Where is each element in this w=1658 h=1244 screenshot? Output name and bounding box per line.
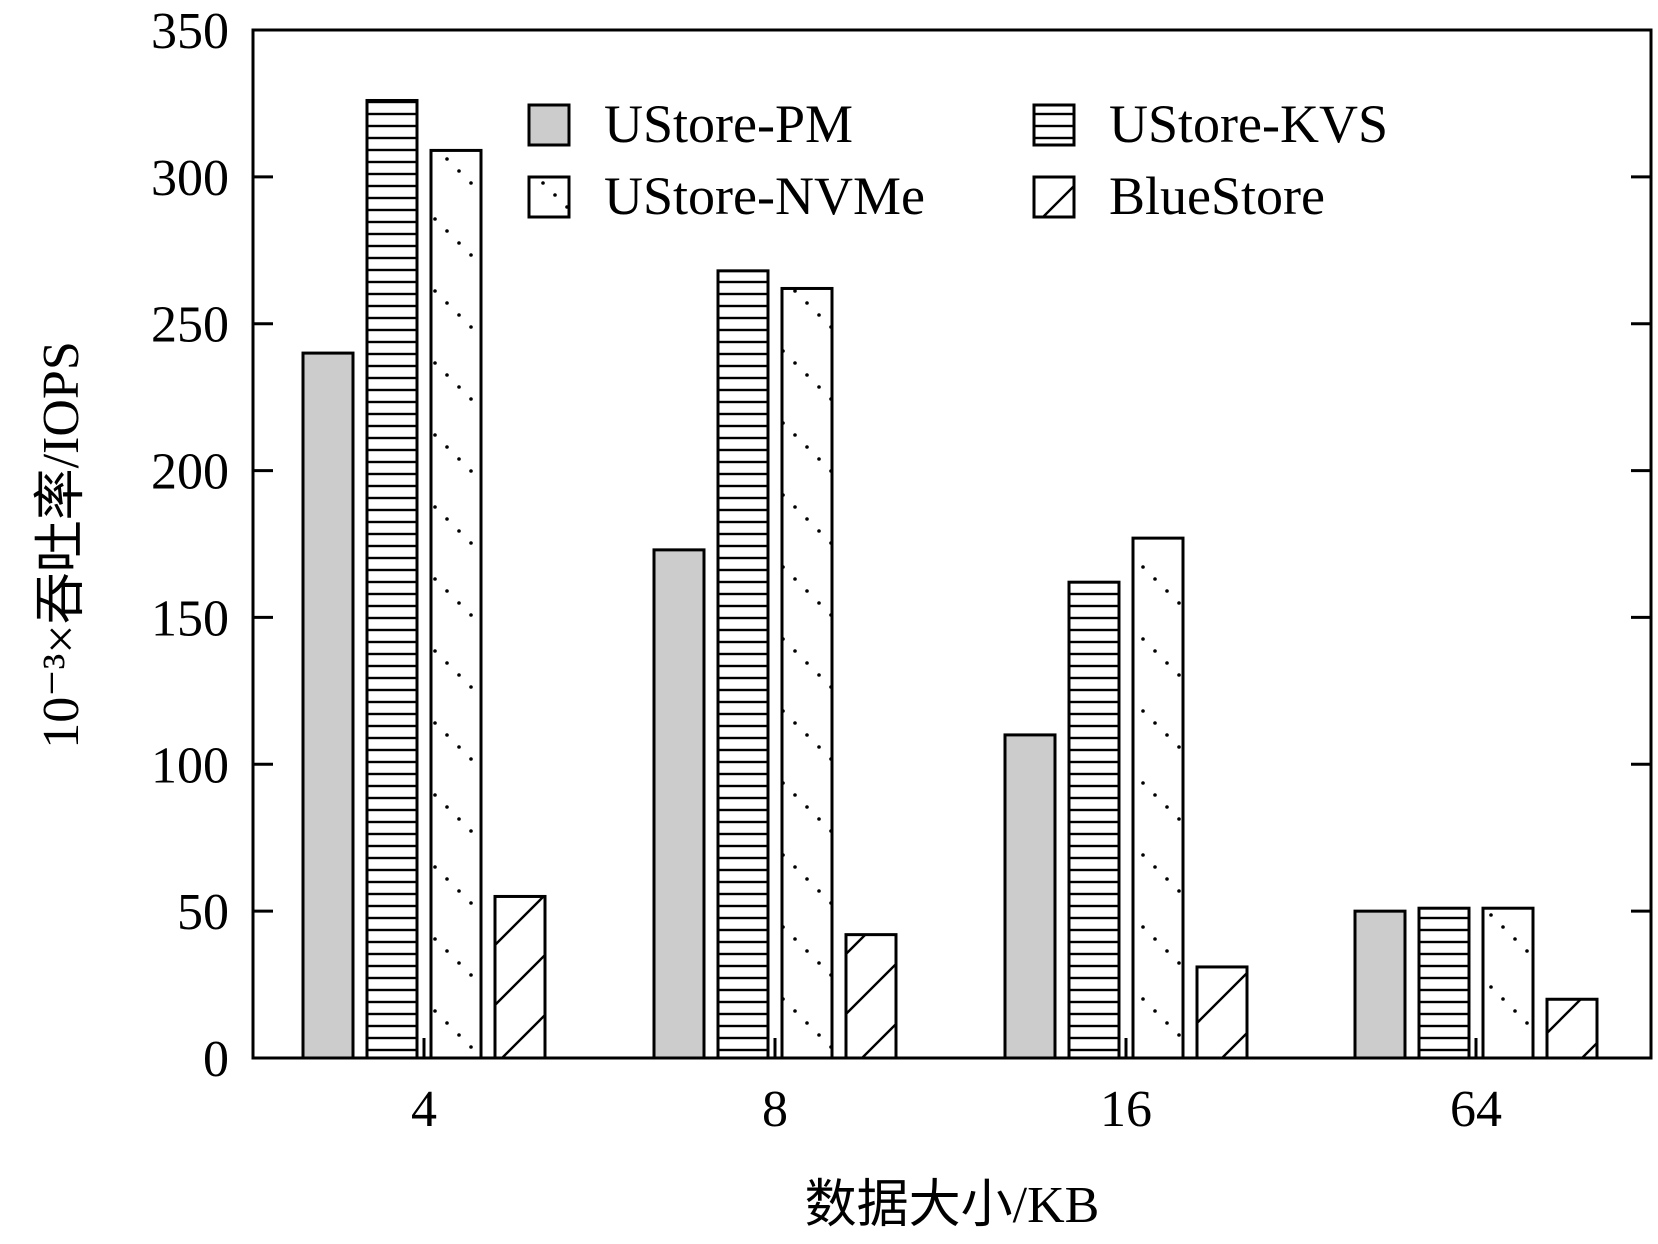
y-tick-label: 300 [151, 150, 229, 207]
bar-ustore-nvme-4 [429, 148, 483, 1060]
x-axis: 4 8 16 64 [411, 1038, 1502, 1138]
y-tick-label: 50 [177, 884, 229, 941]
bar-ustore-kvs-4 [365, 98, 419, 1060]
legend-swatch-ustore-kvs [1032, 103, 1076, 147]
bar-ustore-nvme-8 [780, 286, 834, 1060]
y-axis-title: 10⁻³×吞吐率/IOPS [33, 341, 90, 749]
y-axis: 0 50 100 150 200 250 300 350 [151, 3, 1651, 1088]
x-axis-title: 数据大小/KB [805, 1177, 1100, 1234]
y-tick-label: 350 [151, 3, 229, 60]
bar-ustore-pm-8 [652, 548, 706, 1060]
legend-label-ustore-nvme: UStore-NVMe [604, 166, 925, 226]
x-tick-label: 4 [411, 1081, 437, 1138]
x-tick-label: 8 [762, 1081, 788, 1138]
legend-label-ustore-kvs: UStore-KVS [1109, 94, 1388, 154]
y-tick-label: 100 [151, 737, 229, 794]
bar-ustore-pm-16 [1003, 733, 1057, 1060]
plot-frame [251, 28, 1653, 1060]
legend-swatch-ustore-pm [527, 103, 571, 147]
x-tick-label: 16 [1100, 1081, 1152, 1138]
bars-group [301, 98, 1599, 1060]
legend: UStore-PM UStore-KVS UStore-NVMe BlueStore [527, 94, 1388, 226]
bar-ustore-kvs-16 [1067, 580, 1121, 1060]
x-tick-label: 64 [1450, 1081, 1502, 1138]
legend-label-ustore-pm: UStore-PM [604, 94, 853, 154]
y-tick-label: 250 [151, 297, 229, 354]
y-tick-label: 200 [151, 444, 229, 501]
legend-label-bluestore: BlueStore [1109, 166, 1325, 226]
bar-ustore-kvs-8 [716, 269, 770, 1060]
bar-ustore-nvme-64 [1481, 906, 1535, 1060]
bar-ustore-pm-64 [1353, 909, 1407, 1060]
bar-bluestore-4 [493, 894, 547, 1060]
y-tick-label: 150 [151, 590, 229, 647]
y-tick-label: 0 [203, 1031, 229, 1088]
bar-ustore-nvme-16 [1131, 536, 1185, 1060]
bar-ustore-pm-4 [301, 351, 355, 1060]
legend-swatch-ustore-nvme [527, 175, 571, 219]
bar-bluestore-16 [1195, 965, 1249, 1060]
bar-ustore-kvs-64 [1417, 906, 1471, 1060]
legend-swatch-bluestore [1032, 175, 1076, 219]
bar-bluestore-64 [1545, 997, 1599, 1060]
bar-bluestore-8 [844, 933, 898, 1060]
